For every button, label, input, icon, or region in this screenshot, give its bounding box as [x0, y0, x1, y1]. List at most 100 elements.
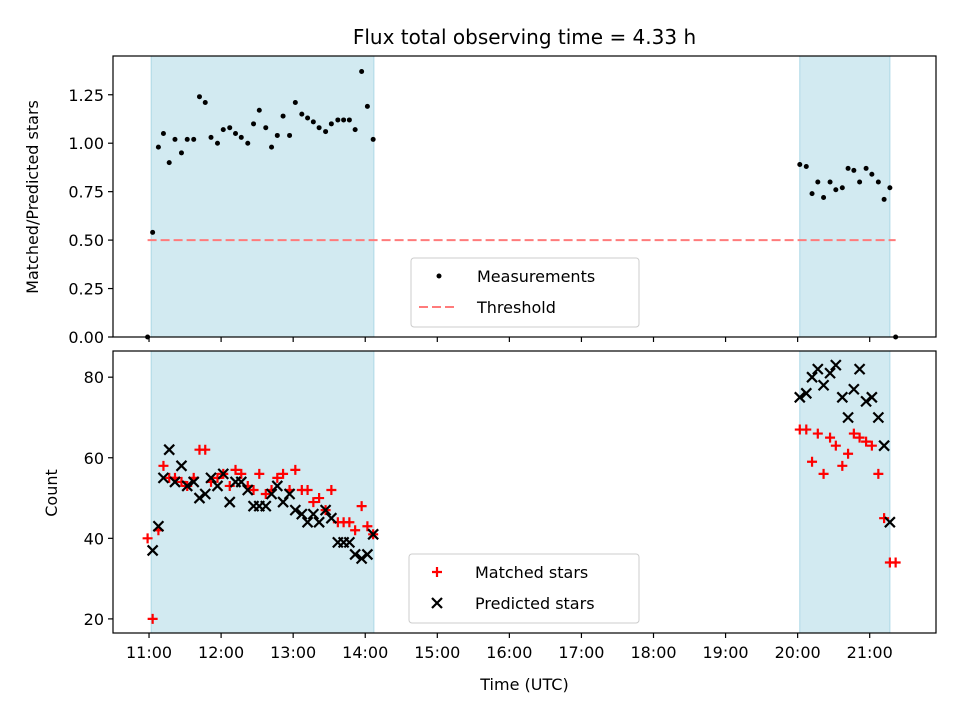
- measurements-legend-marker: [436, 273, 442, 279]
- ratio-measurement-point: [827, 179, 833, 185]
- ratio-measurement-point: [214, 140, 220, 146]
- count-matched-point: [224, 480, 235, 491]
- count-predicted-point: [355, 552, 368, 565]
- chart-title: Flux total observing time = 4.33 h: [353, 25, 696, 49]
- count-matched-point: [843, 448, 854, 459]
- count-predicted-point: [860, 395, 872, 408]
- count-matched-point: [812, 428, 823, 439]
- ratio-measurement-point: [845, 165, 851, 171]
- count-predicted-point: [260, 500, 272, 512]
- count-legend-label: Matched stars: [475, 563, 588, 582]
- ratio-legend: Measurements Threshold: [410, 257, 640, 328]
- ratio-measurement-point: [328, 121, 334, 127]
- ratio-measurement-point: [341, 117, 347, 123]
- count-matched-point: [356, 501, 367, 512]
- count-legend-box: [408, 553, 640, 624]
- x-tick-label: 17:00: [558, 643, 604, 662]
- count-y-tick-label: 60: [84, 449, 104, 468]
- count-legend: Matched stars Predicted stars: [408, 553, 640, 624]
- count-matched-point: [236, 468, 247, 479]
- ratio-measurement-point: [857, 179, 863, 185]
- x-tick-label: 20:00: [775, 643, 821, 662]
- count-predicted-point: [830, 359, 842, 371]
- count-predicted-point: [193, 492, 206, 504]
- ratio-measurement-point: [815, 179, 821, 185]
- count-matched-point: [801, 424, 812, 435]
- count-predicted-point: [812, 363, 824, 375]
- count-matched-point: [308, 497, 319, 508]
- count-matched-point: [326, 484, 337, 495]
- count-predicted-point: [205, 472, 217, 484]
- count-matched-point: [890, 557, 901, 568]
- ratio-measurement-point: [875, 179, 881, 185]
- count-predicted-point: [824, 367, 836, 379]
- ratio-measurement-point: [809, 191, 815, 197]
- ratio-axes-frame: [112, 55, 937, 338]
- count-predicted-point: [361, 548, 374, 561]
- ratio-measurement-point: [172, 136, 178, 142]
- count-matched-point: [837, 460, 848, 471]
- ratio-measurement-point: [346, 117, 352, 123]
- ratio-measurement-point: [208, 134, 214, 140]
- count-predicted-point: [277, 496, 289, 508]
- count-predicted-point: [319, 504, 332, 516]
- ratio-measurement-point: [166, 160, 172, 166]
- count-y-tick-label: 20: [84, 610, 104, 629]
- count-matched-point: [350, 525, 361, 536]
- count-predicted-point: [241, 484, 254, 496]
- ratio-y-tick-label: 1.25: [68, 86, 104, 105]
- count-predicted-point: [794, 391, 806, 404]
- ratio-measurement-point: [155, 144, 161, 150]
- count-matched-point: [818, 468, 829, 479]
- ratio-measurement-point: [310, 119, 316, 125]
- ratio-y-tick-label: 0.25: [68, 280, 104, 299]
- ratio-measurement-point: [256, 107, 262, 113]
- count-predicted-point: [349, 548, 361, 561]
- ratio-legend-box: [410, 257, 640, 328]
- ratio-measurement-point: [280, 113, 286, 119]
- count-matched-point: [176, 476, 187, 487]
- ratio-measurement-point: [364, 103, 370, 109]
- count-predicted-point: [199, 488, 212, 500]
- count-predicted-point: [817, 379, 830, 392]
- ratio-measurement-point: [245, 140, 251, 146]
- count-predicted-point: [343, 536, 356, 549]
- ratio-measurement-point: [238, 134, 244, 140]
- count-legend-label: Predicted stars: [475, 594, 595, 613]
- count-predicted-point: [235, 476, 248, 488]
- ratio-observing-window-1: [799, 55, 891, 338]
- count-predicted-point: [296, 508, 308, 520]
- ratio-measurement-point: [863, 165, 869, 171]
- x-tick-label: 18:00: [630, 643, 676, 662]
- count-predicted-point: [842, 411, 854, 424]
- ratio-measurement-point: [335, 117, 341, 123]
- count-predicted-point: [169, 476, 181, 488]
- count-predicted-point: [866, 391, 878, 404]
- count-y-axis-label: Count: [42, 469, 61, 517]
- ratio-measurement-point: [220, 127, 226, 133]
- matched-legend-marker: [432, 567, 442, 577]
- ratio-measurement-point: [292, 100, 298, 106]
- count-matched-point: [147, 613, 158, 624]
- count-predicted-point: [800, 387, 813, 400]
- x-tick-label: 14:00: [342, 643, 388, 662]
- count-matched-point: [807, 456, 818, 467]
- ratio-measurement-point: [851, 167, 857, 173]
- count-predicted-point: [265, 488, 278, 500]
- ratio-measurement-point: [227, 125, 233, 131]
- count-predicted-point: [289, 504, 302, 516]
- ratio-y-tick-label: 1.00: [68, 134, 104, 153]
- ratio-measurement-point: [202, 100, 208, 106]
- ratio-measurement-point: [323, 129, 329, 135]
- ratio-measurement-point: [299, 111, 305, 117]
- x-tick-label: 15:00: [414, 643, 460, 662]
- x-tick-label: 12:00: [198, 643, 244, 662]
- x-tick-label: 11:00: [126, 643, 172, 662]
- count-predicted-point: [313, 516, 325, 528]
- ratio-measurement-point: [803, 163, 809, 169]
- ratio-measurement-point: [833, 187, 839, 193]
- ratio-measurement-point: [160, 131, 166, 137]
- count-predicted-point: [217, 468, 230, 480]
- ratio-measurement-point: [233, 131, 239, 137]
